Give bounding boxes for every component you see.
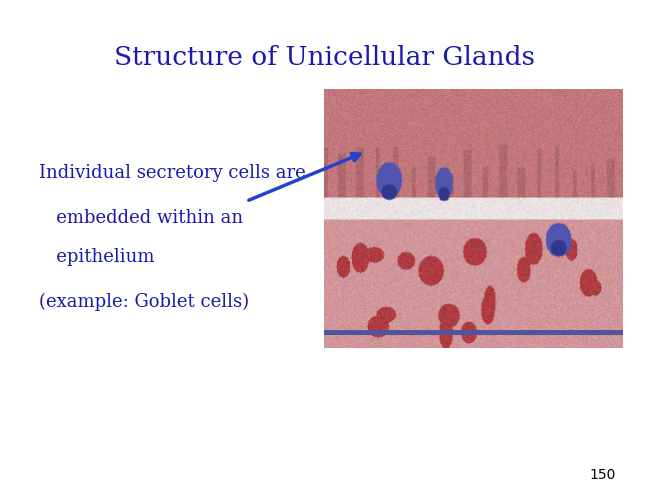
Text: embedded within an: embedded within an: [39, 209, 243, 227]
Text: Structure of Unicellular Glands: Structure of Unicellular Glands: [113, 45, 535, 70]
Text: Individual secretory cells are: Individual secretory cells are: [39, 164, 306, 182]
Text: (example: Goblet cells): (example: Goblet cells): [39, 293, 249, 312]
Text: 150: 150: [590, 468, 616, 482]
Text: epithelium: epithelium: [39, 248, 154, 266]
